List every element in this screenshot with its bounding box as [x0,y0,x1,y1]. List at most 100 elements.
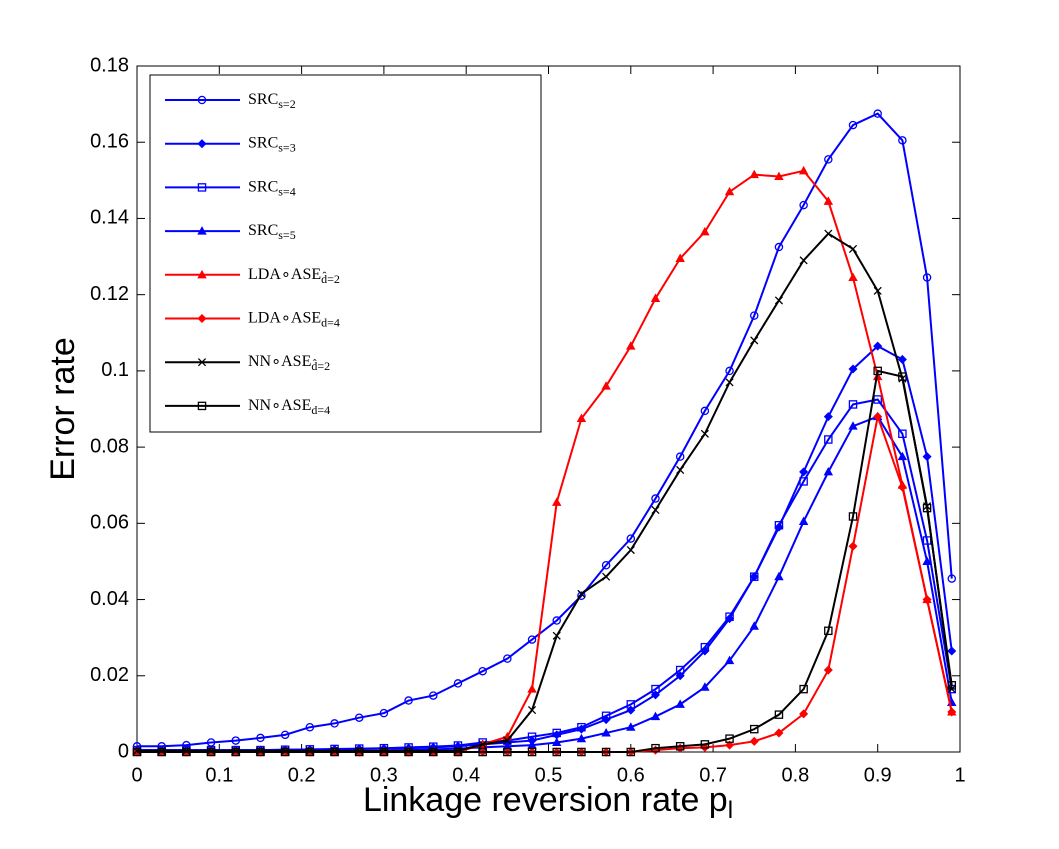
marker [503,747,512,757]
marker [749,169,759,179]
x-tick-label: 0 [131,764,142,786]
marker [873,412,883,422]
y-axis-label: Error rate [44,337,82,481]
x-tick-label: 1 [954,764,965,786]
y-tick-label: 0.06 [90,512,129,534]
legend-label: NN∘ASEd̂=2 [248,353,330,373]
marker [700,226,710,236]
marker [774,520,784,530]
legend-name: SRC [248,178,278,195]
marker [922,273,932,282]
marker [799,477,808,486]
marker [305,722,315,732]
marker [774,571,784,581]
marker [897,482,907,492]
marker [824,435,833,444]
legend-label: LDA∘ASEd=4 [248,309,340,329]
marker [197,313,207,324]
legend-label: SRCs=2 [248,91,296,111]
marker [602,572,611,581]
legend-name: NN∘ASE [248,353,311,370]
marker [700,682,710,691]
marker [601,561,611,570]
legend-label: SRCs=5 [248,222,296,242]
marker [429,691,438,700]
marker [478,666,487,676]
marker [824,229,833,238]
marker [197,401,207,411]
x-tick-label: 0.6 [617,764,645,786]
marker [675,253,685,262]
marker [700,429,709,438]
legend-name: SRC [248,91,278,108]
series-line [137,232,953,752]
marker [823,466,834,476]
marker [898,136,907,145]
marker [725,734,734,743]
marker [601,381,611,390]
marker [197,183,207,192]
marker [256,733,265,743]
marker [799,200,808,210]
marker [453,747,463,757]
y-tick-label: 0.12 [90,283,129,305]
marker [922,503,932,513]
marker [873,286,882,295]
marker [848,272,858,282]
x-tick-label: 0.4 [452,764,480,786]
x-axis-label-subscript: l [728,797,733,824]
marker [799,256,808,265]
y-tick-label: 0.14 [90,207,129,229]
legend-subscript: s=5 [278,228,295,242]
legend-subscript: d̂=2 [311,358,330,373]
x-tick-label: 0.9 [864,764,892,786]
marker [404,696,413,705]
marker [256,747,265,757]
marker [774,728,784,738]
marker [700,740,710,749]
marker [675,699,685,708]
marker [552,747,561,757]
marker [206,747,216,757]
marker [527,635,537,644]
legend-name: LDA∘ASE [248,265,321,282]
marker [404,747,413,757]
marker [824,155,833,164]
marker [354,713,364,722]
legend-subscript: s=4 [278,184,295,198]
marker [947,646,957,656]
marker [626,534,636,543]
marker [527,684,537,693]
y-tick-label: 0 [118,740,129,762]
marker [626,341,636,350]
legend-subscript: s=2 [278,97,295,111]
marker [197,95,207,105]
marker [305,747,315,757]
marker [626,545,635,555]
marker [231,736,241,745]
marker [503,736,512,745]
x-tick-label: 0.8 [781,764,809,786]
marker [478,740,487,749]
marker [626,700,636,709]
marker [675,742,685,751]
marker [947,707,957,717]
marker [577,591,586,600]
marker [750,336,759,345]
marker [873,395,882,404]
marker [503,654,512,663]
marker [197,269,207,279]
legend-name: LDA∘ASE [248,309,321,326]
marker [577,747,586,757]
marker [280,747,290,757]
marker [774,171,784,181]
x-tick-label: 0.1 [205,764,233,786]
marker [922,595,932,605]
legend-subscript: d=4 [311,403,330,417]
y-tick-label: 0.16 [90,131,129,153]
marker [725,378,734,387]
marker [231,747,241,757]
marker [626,722,636,731]
marker [354,747,364,757]
